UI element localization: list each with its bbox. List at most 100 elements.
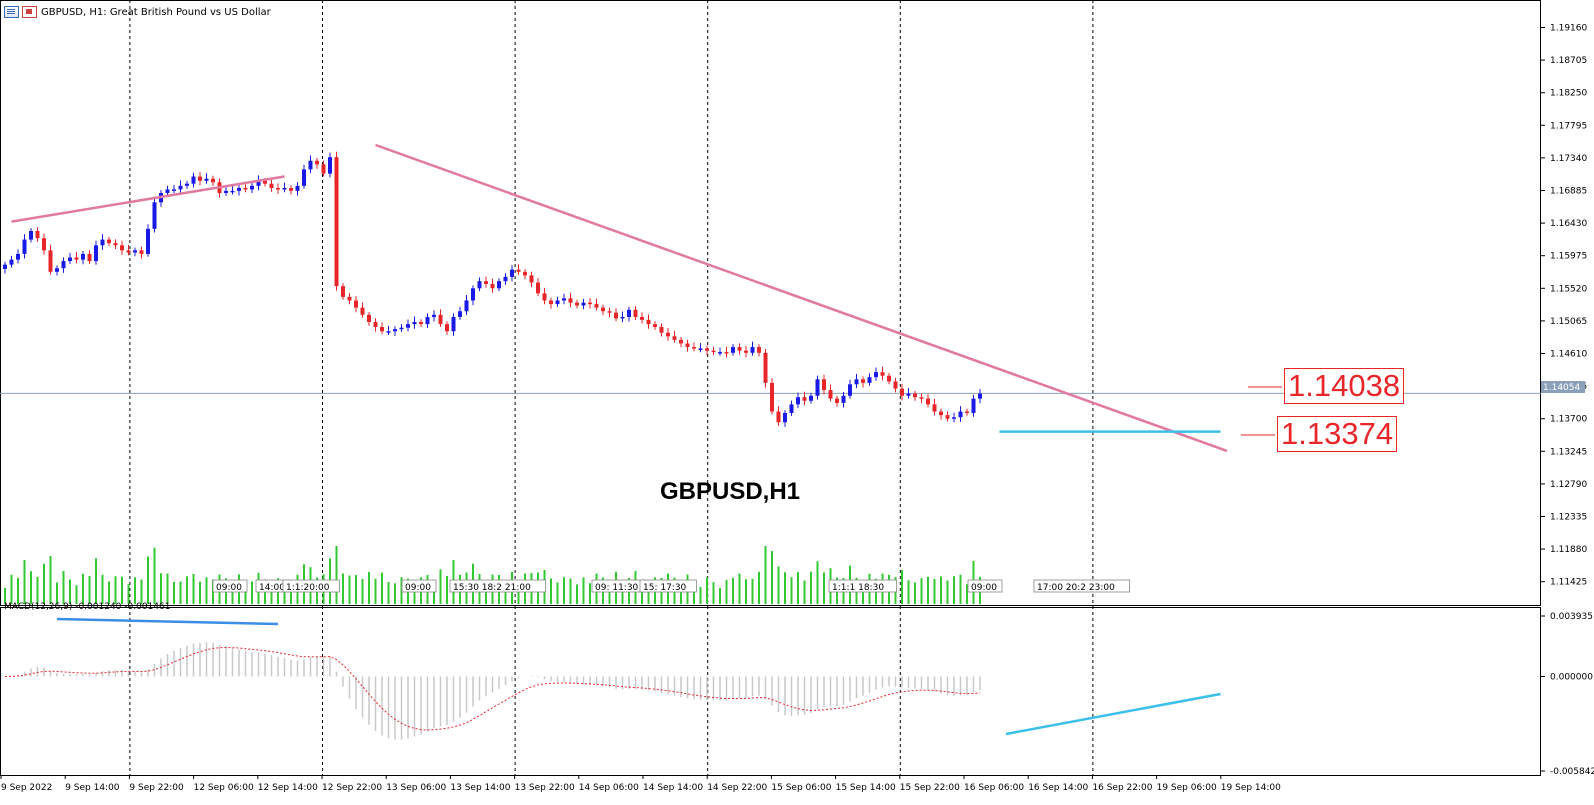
volume-label: 17:00 20:2 23:00 xyxy=(1037,583,1115,593)
time-tick-label: 15 Sep 22:00 xyxy=(900,783,960,793)
volume-label-box xyxy=(1033,579,1130,593)
candle-bear xyxy=(542,293,547,301)
candle-bear xyxy=(926,398,930,405)
trendlines[interactable] xyxy=(11,143,1228,453)
candle-bull xyxy=(224,190,228,194)
candle-bear xyxy=(913,393,917,398)
candle-bear xyxy=(640,316,644,320)
volume-label: 14:00 xyxy=(259,583,285,593)
candle-bear xyxy=(965,411,969,414)
candle-bear xyxy=(211,178,215,183)
current-price-label: 1.14054 xyxy=(1543,383,1580,393)
time-tick-label: 9 Sep 2022 xyxy=(1,783,52,793)
resistance-price-callout[interactable]: 1.14038 xyxy=(1284,368,1405,404)
candle-bull xyxy=(789,404,794,413)
candle-bull xyxy=(393,329,397,332)
candle-bull xyxy=(796,397,800,405)
candle-bear xyxy=(107,239,111,244)
candle-bull xyxy=(16,253,20,260)
candle-bull xyxy=(425,316,430,325)
candle-bull xyxy=(133,250,137,253)
candle-bear xyxy=(263,180,267,184)
candle-bull xyxy=(562,298,566,301)
macd-divergence-line xyxy=(1005,692,1221,736)
candle-bull xyxy=(464,300,469,312)
candle-bull xyxy=(874,372,878,378)
chart-header: GBPUSD, H1: Great British Pound vs US Do… xyxy=(4,4,271,20)
volume-label-box xyxy=(967,579,1003,593)
candle-bull xyxy=(412,321,417,325)
volume-label-box xyxy=(449,579,546,593)
candle-bull xyxy=(815,379,820,396)
candle-bear xyxy=(269,183,274,188)
candle-bear xyxy=(373,321,378,327)
candle-bull xyxy=(841,395,846,403)
candle-bull xyxy=(510,269,514,277)
candle-bear xyxy=(932,404,937,412)
candle-bear xyxy=(594,304,599,308)
candle-bull xyxy=(178,185,183,190)
candle-bull xyxy=(952,417,956,419)
price-tick-label: 1.14610 xyxy=(1550,350,1587,360)
time-tick-label: 19 Sep 14:00 xyxy=(1221,783,1281,793)
time-tick-label: 19 Sep 06:00 xyxy=(1157,783,1217,793)
candle-bear xyxy=(939,411,943,416)
price-axis: 1.19160 1.18705 1.18250 1.17795 1.17340 1.168… xyxy=(1541,24,1587,588)
candle-bear xyxy=(87,253,92,262)
candle-bear xyxy=(354,300,358,308)
candle-bear xyxy=(692,347,696,349)
candle-bull xyxy=(146,228,150,254)
candle-bull xyxy=(848,384,852,396)
candle-bear xyxy=(835,398,839,403)
macd-panel-frame xyxy=(0,607,1541,776)
candle-bull xyxy=(237,187,241,191)
candle-bull xyxy=(750,347,755,353)
volume-label: 15: 17:30 xyxy=(643,583,687,593)
candle-bear xyxy=(139,250,144,254)
price-tick-label: 1.11425 xyxy=(1550,578,1587,588)
chart-window-icon[interactable] xyxy=(4,6,19,18)
support-price-callout[interactable]: 1.13374 xyxy=(1277,416,1398,452)
price-tick-label: 1.11880 xyxy=(1550,545,1587,555)
candle-bear xyxy=(588,302,592,305)
candle-bear xyxy=(607,311,612,313)
volume-label-box xyxy=(639,579,697,593)
resistance-trendline xyxy=(11,175,285,223)
macd-divergence-lines[interactable] xyxy=(56,617,1221,736)
header-symbol: GBPUSD, H1: xyxy=(41,6,107,18)
macd-divergence-line xyxy=(56,617,279,626)
candle-bull xyxy=(555,300,560,305)
macd-tick-label: -0.005842 xyxy=(1550,767,1594,777)
candle-bear xyxy=(744,350,748,353)
candle-bear xyxy=(679,339,683,344)
candle-bear xyxy=(48,250,53,272)
chart-mode-icon[interactable] xyxy=(22,6,37,18)
candle-bear xyxy=(568,298,573,303)
candle-bear xyxy=(659,326,664,333)
candle-bear xyxy=(633,309,638,317)
candle-bear xyxy=(763,352,768,383)
candle-bear xyxy=(919,397,924,399)
candle-bull xyxy=(497,281,501,289)
candle-bull xyxy=(399,327,404,330)
time-tick-label: 14 Sep 06:00 xyxy=(579,783,639,793)
candle-bear xyxy=(880,372,885,376)
price-tick-label: 1.18250 xyxy=(1550,89,1587,99)
candle-bull xyxy=(204,178,209,181)
time-tick-label: 16 Sep 06:00 xyxy=(964,783,1024,793)
candle-bull xyxy=(627,309,631,317)
candle-bear xyxy=(536,282,540,294)
current-price-tag: 1.14054 xyxy=(1541,381,1585,393)
candle-bear xyxy=(315,160,319,165)
volume-label: 1:1:20:00 xyxy=(286,583,330,593)
price-tick-label: 1.17795 xyxy=(1550,121,1587,131)
candle-bull xyxy=(971,398,976,413)
volume-label-box xyxy=(282,579,340,593)
time-tick-label: 15 Sep 06:00 xyxy=(771,783,831,793)
candle-bear xyxy=(828,390,833,399)
candle-bull xyxy=(165,189,170,194)
time-tick-label: 13 Sep 06:00 xyxy=(386,783,446,793)
volume-label: 1:1:1 18:30 xyxy=(832,583,884,593)
candle-bull xyxy=(3,264,7,269)
candle-bull xyxy=(477,281,482,289)
